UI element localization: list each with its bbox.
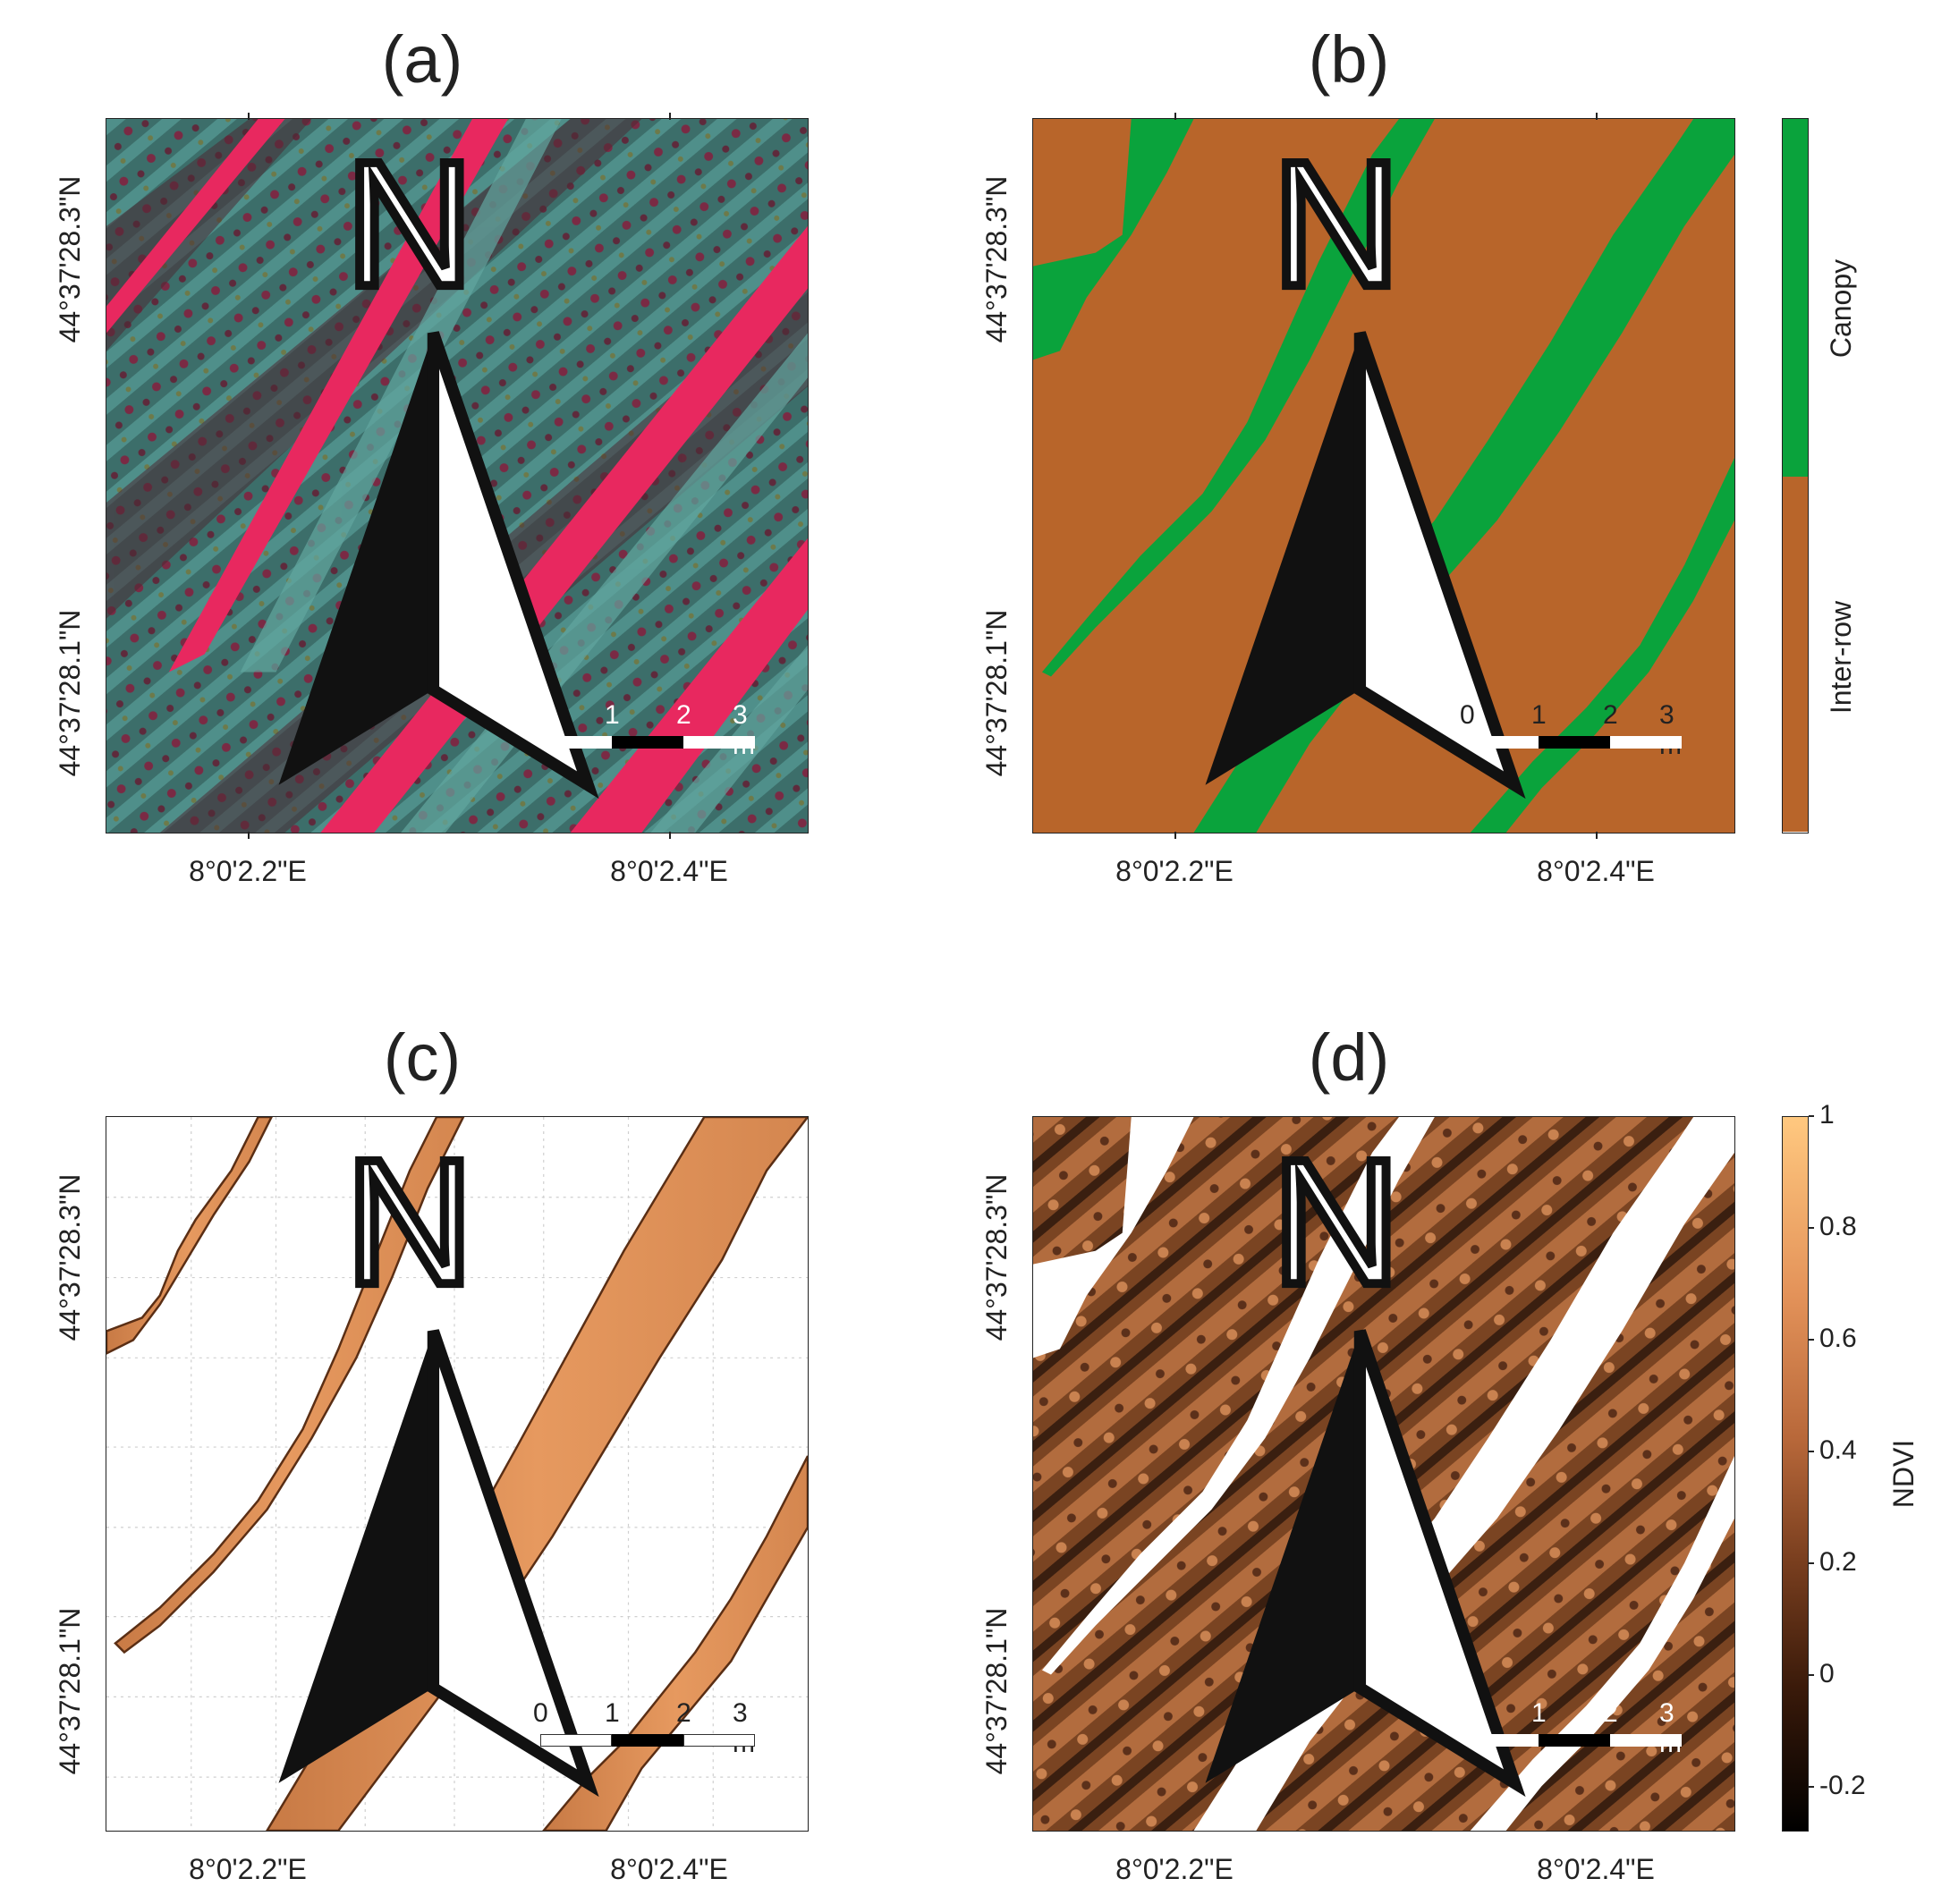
scale-segment <box>1610 736 1682 749</box>
legend-label-inter-row: Inter-row <box>1825 600 1857 715</box>
axis-tick <box>248 113 250 120</box>
svg-text:N: N <box>345 1122 474 1322</box>
lon-tick-label: 8°0'2.4"E <box>1537 855 1655 887</box>
north-arrow-icon: N <box>278 120 599 800</box>
axis-tick <box>669 113 671 120</box>
scale-label-0: 0 <box>1460 700 1475 730</box>
ndvi-colorbar <box>1782 1116 1809 1832</box>
scale-segment <box>683 736 755 749</box>
legend-swatch-inter-row <box>1783 477 1808 832</box>
scale-label-3: 3 m <box>733 700 755 760</box>
lat-tick-label: 44°37'28.1"N <box>980 609 1013 777</box>
scale-bar: 0 1 2 3 m <box>533 1698 773 1761</box>
scale-bar: 0 1 2 3 m <box>1460 700 1700 763</box>
colorbar-tick-mark <box>1809 1674 1814 1676</box>
lon-tick-label: 8°0'2.4"E <box>610 855 728 887</box>
lon-tick-label: 8°0'2.2"E <box>1115 1853 1234 1885</box>
lat-tick-label: 44°37'28.1"N <box>54 609 86 777</box>
axis-tick <box>1174 832 1176 839</box>
panel-d-title: (d) <box>1308 1020 1390 1095</box>
colorbar-tick-label: -0.2 <box>1819 1771 1866 1800</box>
lat-tick-label: 44°37'28.1"N <box>54 1607 86 1775</box>
colorbar-tick-label: 0.8 <box>1819 1212 1857 1241</box>
scale-segment <box>1539 736 1610 749</box>
legend-swatch-canopy <box>1783 119 1808 477</box>
scale-bar: 0 1 2 3 m <box>1460 1698 1700 1761</box>
lon-tick-label: 8°0'2.2"E <box>189 1853 307 1885</box>
scale-label-2: 2 <box>1603 700 1618 730</box>
ndvi-colorbar-label: NDVI <box>1887 1439 1920 1509</box>
scale-segment <box>1539 1734 1610 1747</box>
axis-tick <box>669 832 671 839</box>
colorbar-tick-label: 0.2 <box>1819 1547 1857 1577</box>
scale-segment <box>612 736 683 749</box>
axis-tick <box>248 832 250 839</box>
colorbar-tick-mark <box>1809 1451 1814 1452</box>
scale-label-0: 0 <box>533 1698 548 1728</box>
scale-label-3: 3 m <box>1659 1698 1682 1758</box>
colorbar-tick-mark <box>1809 1339 1814 1341</box>
panel-a-title: (a) <box>381 22 463 97</box>
axis-tick <box>1596 113 1598 120</box>
scale-label-2: 2 <box>1603 1698 1618 1728</box>
scale-label-1: 1 <box>1531 700 1547 730</box>
colorbar-tick-mark <box>1809 1115 1814 1117</box>
lat-tick-label: 44°37'28.3"N <box>54 175 86 343</box>
panel-c-title: (c) <box>383 1020 462 1095</box>
lon-tick-label: 8°0'2.4"E <box>610 1853 728 1885</box>
lon-tick-label: 8°0'2.2"E <box>1115 855 1234 887</box>
lat-tick-label: 44°37'28.3"N <box>980 175 1013 343</box>
scale-label-3: 3 m <box>1659 700 1682 760</box>
svg-text:N: N <box>1272 1122 1401 1322</box>
panel-c-map: N 0 1 2 3 m <box>106 1116 809 1832</box>
north-arrow-icon: N <box>278 1118 599 1798</box>
colorbar-tick-label: 0.4 <box>1819 1435 1857 1465</box>
scale-segment <box>540 1734 612 1747</box>
colorbar-tick-label: 0.6 <box>1819 1324 1857 1353</box>
scale-label-1: 1 <box>1531 1698 1547 1728</box>
axis-tick <box>1174 113 1176 120</box>
colorbar-tick-mark <box>1809 1562 1814 1564</box>
scale-label-0: 0 <box>1460 1698 1475 1728</box>
panel-a-map: N 0 1 2 3 m <box>106 118 809 834</box>
scale-segment <box>683 1734 755 1747</box>
svg-text:N: N <box>1272 124 1401 324</box>
scale-segment <box>1467 736 1539 749</box>
scale-bar: 0 1 2 3 m <box>533 700 773 763</box>
scale-label-1: 1 <box>605 1698 620 1728</box>
scale-label-3: 3 m <box>733 1698 755 1758</box>
colorbar-tick-label: 1 <box>1819 1100 1835 1130</box>
legend-label-canopy: Canopy <box>1825 258 1857 359</box>
scale-label-2: 2 <box>676 1698 691 1728</box>
lat-tick-label: 44°37'28.3"N <box>54 1173 86 1341</box>
scale-label-0: 0 <box>533 700 548 730</box>
scale-segment <box>1467 1734 1539 1747</box>
lon-tick-label: 8°0'2.2"E <box>189 855 307 887</box>
class-legend <box>1782 118 1809 834</box>
scale-segment <box>1610 1734 1682 1747</box>
scale-label-1: 1 <box>605 700 620 730</box>
panel-b-map: N 0 1 2 3 m <box>1032 118 1735 834</box>
colorbar-tick-mark <box>1809 1227 1814 1229</box>
lat-tick-label: 44°37'28.3"N <box>980 1173 1013 1341</box>
lat-tick-label: 44°37'28.1"N <box>980 1607 1013 1775</box>
colorbar-tick-mark <box>1809 1786 1814 1788</box>
scale-segment <box>540 736 612 749</box>
panel-b-title: (b) <box>1308 22 1390 97</box>
lon-tick-label: 8°0'2.4"E <box>1537 1853 1655 1885</box>
svg-text:N: N <box>345 124 474 324</box>
north-arrow-icon: N <box>1205 1118 1526 1798</box>
panel-d-map: N 0 1 2 3 m <box>1032 1116 1735 1832</box>
scale-segment <box>612 1734 683 1747</box>
scale-label-2: 2 <box>676 700 691 730</box>
axis-tick <box>1596 832 1598 839</box>
colorbar-tick-label: 0 <box>1819 1659 1835 1688</box>
north-arrow-icon: N <box>1205 120 1526 800</box>
